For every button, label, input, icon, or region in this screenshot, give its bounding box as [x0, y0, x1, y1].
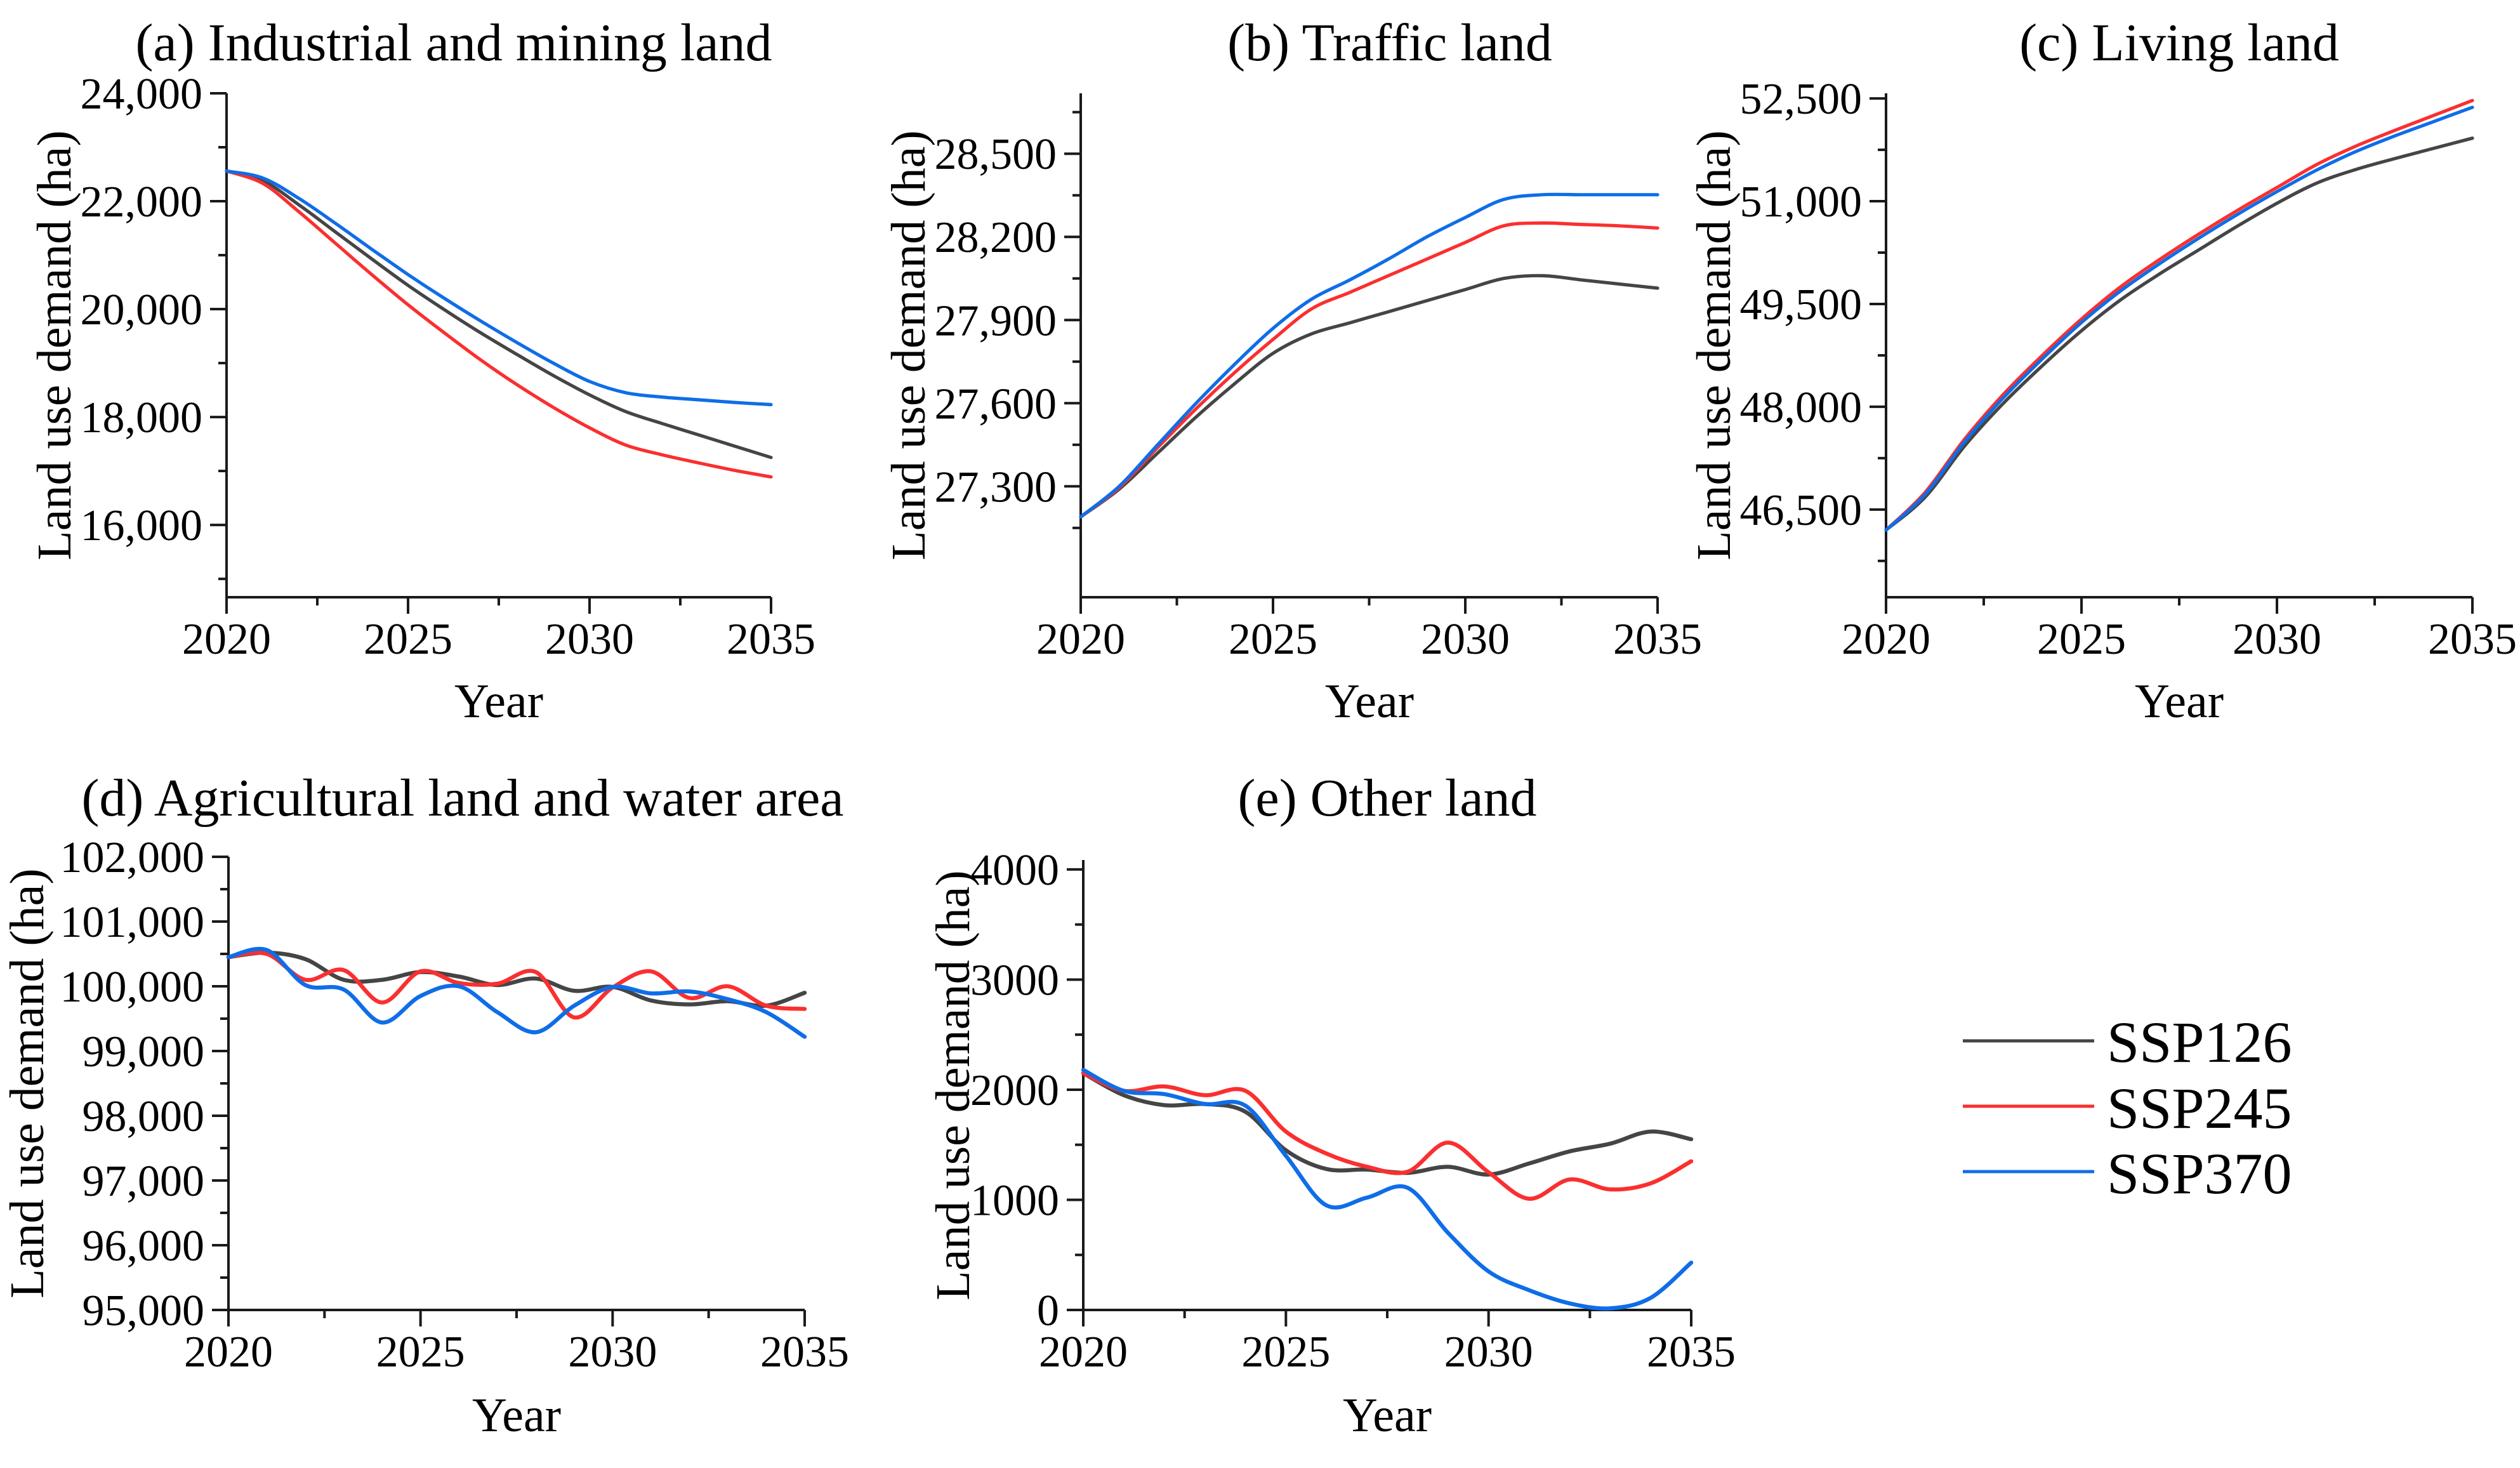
chart-a-series-SSP245	[225, 169, 773, 479]
chart-e-xlabel: Year	[1343, 1389, 1432, 1442]
chart-b-ytick-label: 28,200	[935, 213, 1057, 262]
chart-b-xtick-label: 2020	[1036, 615, 1125, 664]
chart-a-ytick-label: 22,000	[81, 178, 203, 227]
chart-d-ytick-label: 101,000	[60, 898, 205, 947]
chart-d-ytick-label: 97,000	[82, 1157, 205, 1206]
chart-a-labels: (a) Industrial and mining land Land use …	[28, 13, 772, 728]
chart-e-xtick-label: 2030	[1444, 1328, 1533, 1377]
chart-a-ytick-label: 20,000	[81, 286, 203, 334]
chart-b-labels: (b) Traffic land Land use demand (ha) Ye…	[882, 13, 1552, 728]
chart-b-xtick-label: 2030	[1421, 615, 1510, 664]
chart-a-plot: 16,000 18,000 20,000 22,000 24,000 2020 2025 20…	[81, 70, 816, 664]
legend-label-ssp370: SSP370	[2107, 1141, 2292, 1206]
chart-b-xtick-label: 2025	[1229, 615, 1317, 664]
chart-a-xtick-label: 2035	[727, 615, 815, 664]
chart-d-ytick-label: 102,000	[60, 833, 205, 882]
chart-e-plot: 0 1000 2000 3000 4000 2020 2025 2030 2035	[970, 846, 1736, 1377]
chart-c-series-SSP370	[1884, 105, 2474, 532]
chart-e-ytick-label: 4000	[970, 846, 1059, 895]
legend-item-ssp126: SSP126	[1963, 1010, 2292, 1075]
chart-b-xtick-label: 2035	[1613, 615, 1702, 664]
chart-b-plot: 27,300 27,600 27,900 28,200 28,500 2020 2025 20…	[935, 93, 1702, 664]
chart-c-series-SSP245	[1884, 98, 2474, 532]
chart-a-series-SSP370	[225, 169, 773, 407]
chart-b-series-SSP245	[1079, 221, 1659, 519]
chart-a-ytick-label: 24,000	[81, 70, 203, 119]
chart-b-ytick-label: 27,900	[935, 296, 1057, 345]
chart-b-ytick-label: 28,500	[935, 130, 1057, 179]
chart-e-xtick-label: 2035	[1647, 1328, 1736, 1377]
chart-e-ytick-label: 3000	[970, 956, 1059, 1005]
chart-c-ytick-label: 48,000	[1740, 383, 1863, 432]
chart-b-ytick-label: 27,600	[935, 380, 1057, 428]
chart-c-xlabel: Year	[2135, 675, 2224, 728]
chart-e-labels: (e) Other land Land use demand (ha) Year	[927, 769, 1537, 1442]
chart-c-xtick-label: 2020	[1842, 615, 1930, 664]
chart-a-xtick-label: 2030	[545, 615, 634, 664]
chart-c-ytick-label: 51,000	[1740, 178, 1863, 227]
chart-e-title: (e) Other land	[1237, 769, 1536, 828]
chart-c-xtick-label: 2030	[2233, 615, 2321, 664]
chart-a-xlabel: Year	[454, 675, 543, 728]
legend-item-ssp245: SSP245	[1963, 1076, 2292, 1141]
chart-a-xtick-label: 2025	[364, 615, 452, 664]
chart-d-series-SSP245	[226, 950, 807, 1020]
chart-e-series-SSP370	[1081, 1068, 1694, 1311]
chart-e-ytick-label: 1000	[970, 1176, 1059, 1225]
chart-d-title: (d) Agricultural land and water area	[81, 769, 843, 828]
chart-b-xlabel: Year	[1325, 675, 1414, 728]
chart-b-title: (b) Traffic land	[1227, 13, 1552, 72]
chart-c-ytick-label: 52,500	[1740, 75, 1863, 124]
chart-e-xtick-label: 2020	[1039, 1328, 1128, 1377]
chart-b-series-SSP126	[1079, 274, 1659, 519]
chart-b-ylabel: Land use demand (ha)	[882, 130, 935, 560]
chart-d-ytick-label: 95,000	[82, 1286, 205, 1335]
chart-a-ylabel: Land use demand (ha)	[28, 130, 81, 560]
chart-d-series-SSP370	[226, 946, 807, 1039]
chart-c-xtick-label: 2035	[2428, 615, 2517, 664]
chart-d-ytick-label: 98,000	[82, 1092, 205, 1141]
chart-d-plot: 95,000 96,000 97,000 98,000 99,000 100,000 101…	[60, 833, 850, 1377]
chart-c-xtick-label: 2025	[2037, 615, 2126, 664]
legend: SSP126 SSP245 SSP370	[1963, 1010, 2292, 1206]
chart-e-ytick-label: 2000	[970, 1066, 1059, 1115]
chart-d-ytick-label: 100,000	[60, 963, 205, 1012]
legend-label-ssp245: SSP245	[2107, 1076, 2292, 1141]
chart-e-series-SSP245	[1081, 1071, 1694, 1201]
chart-d-ytick-label: 99,000	[82, 1028, 205, 1076]
chart-a-xtick-label: 2020	[182, 615, 271, 664]
chart-a-title: (a) Industrial and mining land	[135, 13, 772, 72]
chart-b-series-SSP370	[1079, 192, 1659, 519]
chart-d-xlabel: Year	[472, 1389, 561, 1442]
chart-c-labels: (c) Living land Land use demand (ha) Yea…	[1687, 13, 2339, 728]
chart-d-xtick-label: 2035	[760, 1328, 849, 1377]
chart-d-ytick-label: 96,000	[82, 1222, 205, 1271]
chart-d-ylabel: Land use demand (ha)	[1, 868, 54, 1298]
chart-c-plot: 46,500 48,000 49,500 51,000 52,500 2020 2025 20…	[1740, 75, 2517, 664]
chart-c-title: (c) Living land	[2019, 13, 2339, 72]
chart-d-xtick-label: 2030	[568, 1328, 657, 1377]
chart-d-labels: (d) Agricultural land and water area Lan…	[1, 769, 844, 1442]
chart-c-ytick-label: 46,500	[1740, 486, 1863, 535]
chart-c-series-SSP126	[1884, 136, 2474, 532]
legend-label-ssp126: SSP126	[2107, 1010, 2292, 1075]
chart-a-ytick-label: 16,000	[81, 501, 203, 550]
plots: 16,000 18,000 20,000 22,000 24,000 2020 2025 20…	[60, 70, 2517, 1377]
chart-a-series-SSP126	[225, 169, 773, 460]
chart-c-ytick-label: 49,500	[1740, 281, 1863, 329]
chart-d-xtick-label: 2020	[184, 1328, 273, 1377]
chart-a-ytick-label: 18,000	[81, 393, 203, 442]
chart-d-xtick-label: 2025	[376, 1328, 465, 1377]
legend-item-ssp370: SSP370	[1963, 1141, 2292, 1206]
chart-e-ylabel: Land use demand (ha)	[927, 870, 980, 1300]
chart-b-ytick-label: 27,300	[935, 463, 1057, 512]
chart-e-xtick-label: 2025	[1241, 1328, 1330, 1377]
chart-c-ylabel: Land use demand (ha)	[1687, 130, 1741, 560]
chart-e-ytick-label: 0	[1037, 1286, 1059, 1335]
chart-d-series-SSP126	[226, 950, 807, 1008]
